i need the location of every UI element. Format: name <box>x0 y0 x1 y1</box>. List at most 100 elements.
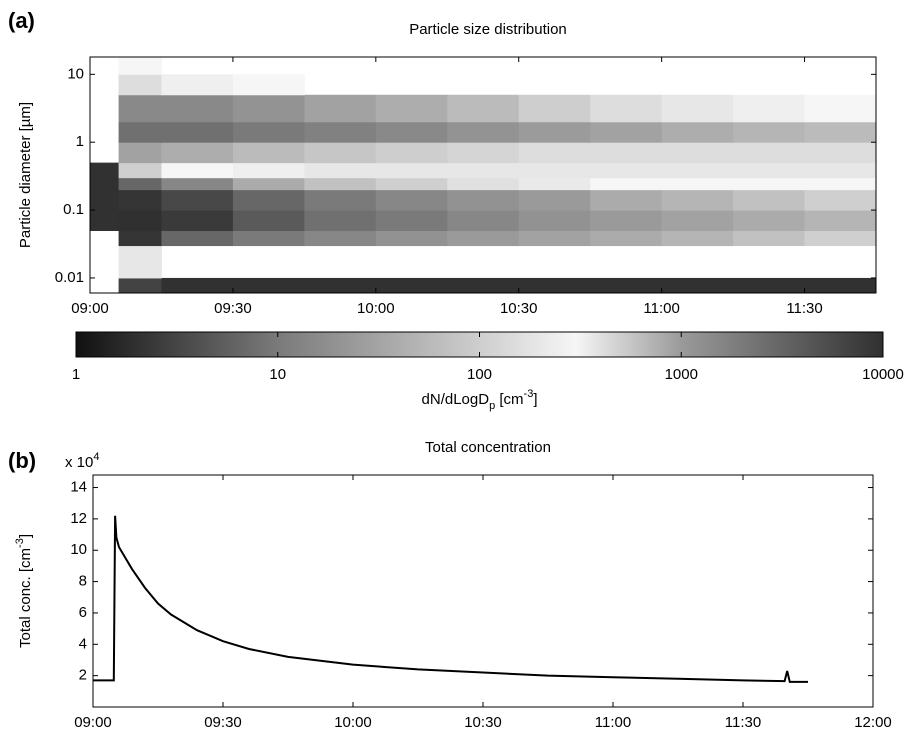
colorbar-label-part: -3 <box>524 388 534 400</box>
colorbar-label-part: p <box>489 400 495 412</box>
data-line <box>93 515 808 683</box>
heat-cell <box>590 210 663 232</box>
heat-cell <box>232 277 305 294</box>
heat-cell <box>90 189 120 211</box>
colorbar-label-part: ] <box>533 391 537 408</box>
heat-cell <box>118 189 162 211</box>
heat-cell <box>447 177 520 191</box>
heat-cell <box>304 230 377 247</box>
heat-cell <box>161 94 234 123</box>
heat-cell <box>733 94 806 123</box>
heat-cell <box>661 189 734 211</box>
heat-cell <box>590 189 663 211</box>
heat-cell <box>90 162 120 179</box>
heat-cell <box>304 94 377 123</box>
heat-cell <box>804 94 877 123</box>
heat-cell <box>804 230 877 247</box>
y-tick-label: 10 <box>70 541 87 558</box>
heat-cell <box>518 177 591 191</box>
heat-cell <box>232 142 305 164</box>
heat-cell <box>161 121 234 143</box>
heat-cell <box>661 177 734 191</box>
heat-cell <box>375 162 448 179</box>
heat-cell <box>161 74 234 96</box>
heat-cell <box>733 162 806 179</box>
heat-cell <box>375 177 448 191</box>
x-tick-label: 11:00 <box>595 714 631 731</box>
colorbar-label: dN/dLogDp [cm-3] <box>422 388 538 412</box>
y-axis-label-part: -3 <box>14 538 26 548</box>
heat-cell <box>804 177 877 191</box>
heat-cell <box>375 277 448 294</box>
heat-cell <box>447 277 520 294</box>
heat-cell <box>118 162 162 179</box>
heat-cell <box>518 189 591 211</box>
x-tick-label: 11:30 <box>786 300 822 317</box>
y-tick-label: 12 <box>70 510 87 527</box>
heat-cell <box>447 162 520 179</box>
heat-cell <box>375 142 448 164</box>
heat-cell <box>304 277 377 294</box>
y-axis-label: Particle diameter [µm] <box>17 102 34 248</box>
y-tick-label: 14 <box>70 479 87 496</box>
heat-cell <box>118 230 162 247</box>
x-tick-label: 09:30 <box>204 714 242 731</box>
heat-cell <box>118 277 162 294</box>
heat-cell <box>661 230 734 247</box>
heat-cell <box>661 162 734 179</box>
heat-cell <box>304 121 377 143</box>
colorbar-tick-label: 1 <box>72 366 80 383</box>
colorbar-label-part: [cm <box>495 391 523 408</box>
heat-cell <box>733 121 806 143</box>
panel-label: (a) <box>8 8 35 33</box>
heat-cell <box>518 121 591 143</box>
heat-cell <box>661 94 734 123</box>
heat-cell <box>733 177 806 191</box>
heat-cell <box>118 210 162 232</box>
heat-cell <box>804 189 877 211</box>
heat-cell <box>447 230 520 247</box>
heat-cell <box>590 121 663 143</box>
colorbar-tick-label: 100 <box>467 366 492 383</box>
heat-cell <box>447 210 520 232</box>
heat-cell <box>518 142 591 164</box>
heat-cell <box>590 177 663 191</box>
heat-cell <box>118 121 162 143</box>
heat-cell <box>375 189 448 211</box>
x-tick-label: 10:30 <box>464 714 502 731</box>
heat-cell <box>375 230 448 247</box>
y-axis-label: Total conc. [cm-3] <box>14 534 34 648</box>
heat-cell <box>375 210 448 232</box>
heat-cell <box>118 142 162 164</box>
plot-frame <box>89 56 877 294</box>
heat-cell <box>447 94 520 123</box>
y-tick-label: 6 <box>79 604 87 621</box>
heat-cell <box>118 57 162 75</box>
heat-cell <box>304 189 377 211</box>
x-tick-label: 11:00 <box>643 300 679 317</box>
heat-cell <box>161 277 234 294</box>
y-tick-label: 0.1 <box>63 201 84 218</box>
colorbar-tick-label: 10 <box>269 366 286 383</box>
x-tick-label: 09:30 <box>214 300 252 317</box>
heat-cell <box>518 210 591 232</box>
plot-frame <box>92 474 874 708</box>
heat-cell <box>661 142 734 164</box>
heat-cell <box>375 121 448 143</box>
y-tick-label: 8 <box>79 573 87 590</box>
heat-cell <box>447 142 520 164</box>
heat-cell <box>733 277 806 294</box>
heat-cell <box>304 162 377 179</box>
x-tick-label: 09:00 <box>74 714 112 731</box>
y-tick-label: 0.01 <box>55 269 84 286</box>
heat-cell <box>232 162 305 179</box>
heat-cell <box>161 142 234 164</box>
y-scale-label: x 104 <box>65 451 99 471</box>
colorbar-tick-label: 1000 <box>665 366 698 383</box>
y-tick-label: 10 <box>67 65 84 82</box>
y-axis-label-part: ] <box>17 534 34 538</box>
x-tick-label: 11:30 <box>725 714 761 731</box>
heat-cell <box>661 210 734 232</box>
heat-cell <box>232 94 305 123</box>
heat-cell <box>232 189 305 211</box>
